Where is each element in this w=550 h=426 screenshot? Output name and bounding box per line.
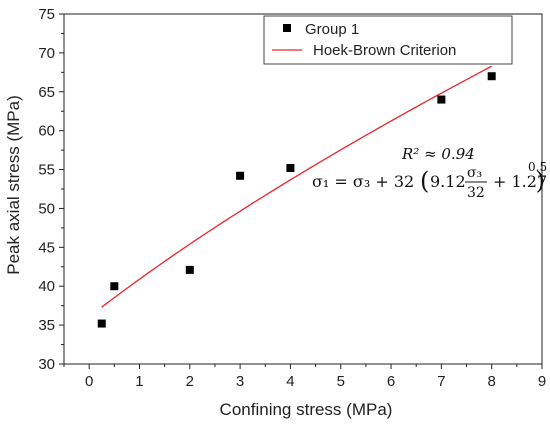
x-tick-label: 0 — [85, 373, 93, 390]
hoek-brown-curve-layer — [101, 65, 492, 308]
equation-close-paren: ) — [536, 167, 545, 195]
x-axis-ticks: 0 1 2 3 4 5 6 7 8 9 — [63, 364, 546, 390]
x-tick-label: 6 — [387, 373, 395, 390]
legend-box — [263, 15, 513, 65]
equation-tail: + 1.27 — [493, 172, 547, 191]
y-tick-label: 75 — [38, 6, 55, 23]
y-tick-label: 40 — [38, 278, 55, 295]
x-tick-label: 9 — [538, 373, 546, 390]
equation-open-paren: ( — [420, 167, 429, 195]
legend-label-hoek-brown: Hoek-Brown Criterion — [313, 42, 456, 59]
x-tick-label: 8 — [488, 373, 496, 390]
legend-label-group-1: Group 1 — [305, 21, 359, 38]
data-points-layer — [97, 72, 496, 328]
x-tick-label: 4 — [286, 373, 294, 390]
y-axis-ticks: 30 35 40 45 50 55 60 65 70 75 — [38, 6, 64, 373]
y-tick-label: 55 — [38, 162, 55, 179]
y-tick-label: 70 — [38, 45, 55, 62]
data-point — [97, 319, 106, 328]
y-tick-label: 65 — [38, 84, 55, 101]
hoek-brown-curve — [101, 65, 492, 308]
data-point — [437, 95, 446, 104]
equation-lhs: σ₁ = σ₃ + 32 — [312, 172, 414, 191]
r-squared-label: R² ≈ 0.94 — [401, 145, 475, 163]
data-point — [487, 72, 496, 81]
equation-coefficient: 9.12 — [430, 172, 466, 191]
x-tick-label: 7 — [437, 373, 445, 390]
x-axis-title: Confining stress (MPa) — [220, 400, 393, 419]
x-tick-label: 2 — [186, 373, 194, 390]
x-tick-label: 5 — [337, 373, 345, 390]
x-tick-label: 1 — [135, 373, 143, 390]
y-tick-label: 50 — [38, 200, 55, 217]
y-tick-label: 45 — [38, 239, 55, 256]
equation-exponent: 0.5 — [528, 160, 547, 174]
y-tick-label: 60 — [38, 123, 55, 140]
data-point — [110, 282, 119, 291]
equation-denominator: 32 — [467, 185, 485, 201]
legend-marker-group-1 — [283, 24, 291, 32]
data-point — [236, 171, 245, 180]
y-axis-title: Peak axial stress (MPa) — [4, 95, 23, 275]
data-point — [286, 164, 295, 172]
data-point — [185, 265, 194, 274]
y-tick-label: 30 — [38, 356, 55, 373]
legend: Group 1 Hoek-Brown Criterion — [263, 15, 513, 65]
equation-annotation: R² ≈ 0.94 σ₁ = σ₃ + 32 ( 9.12 σ₃ 32 + 1.… — [312, 145, 547, 201]
y-tick-label: 35 — [38, 317, 55, 334]
equation-numerator: σ₃ — [467, 165, 482, 181]
x-tick-label: 3 — [236, 373, 244, 390]
